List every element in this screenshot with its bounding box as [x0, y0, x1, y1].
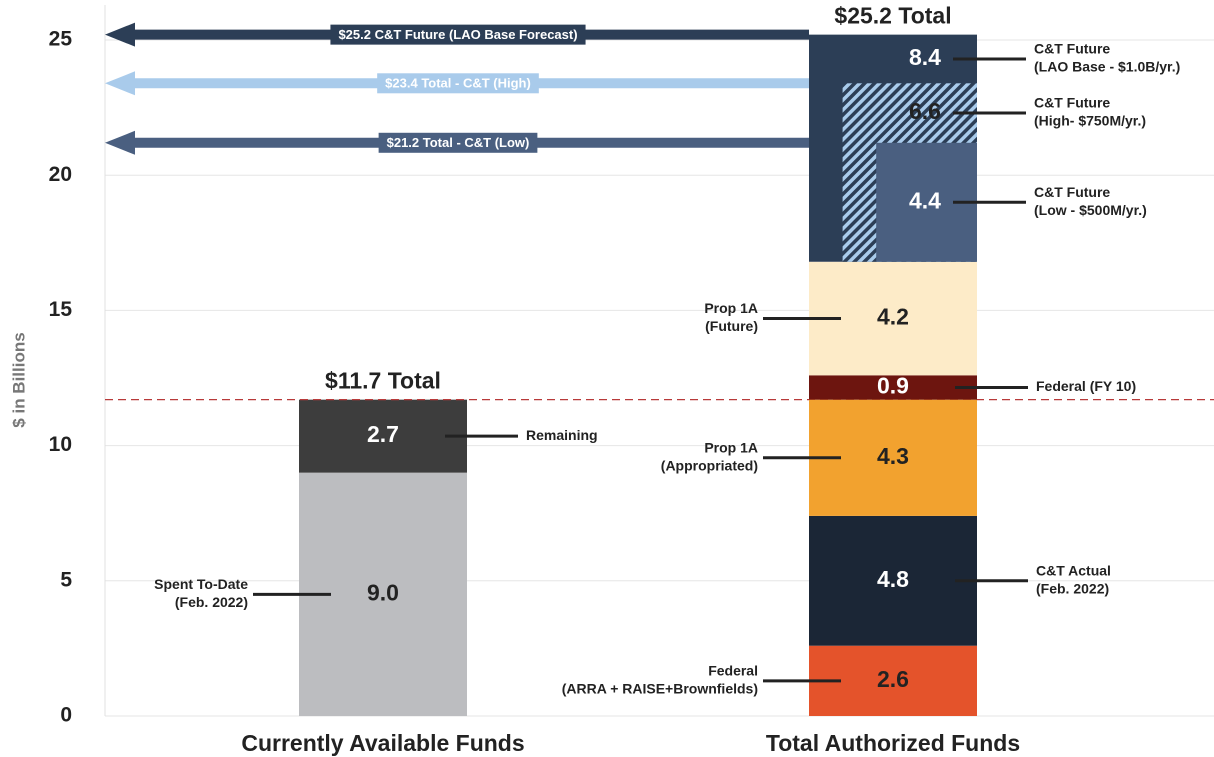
y-tick-label: 0	[60, 704, 72, 727]
bar-segment	[809, 375, 977, 400]
total-label: $11.7 Total	[325, 368, 441, 394]
bar-segment	[809, 515, 977, 646]
reference-label-box	[378, 132, 538, 153]
segment-name: Federal (FY 10)	[1036, 378, 1136, 394]
segment-name: C&T Future	[1034, 41, 1110, 57]
segment-name: (High- $750M/yr.)	[1034, 113, 1146, 129]
bar-segment	[299, 399, 467, 473]
segment-name: (ARRA + RAISE+Brownfields)	[562, 681, 758, 697]
segment-name: (Feb. 2022)	[1036, 581, 1109, 597]
segment-name: (LAO Base - $1.0B/yr.)	[1034, 59, 1180, 75]
value-label: 4.8	[877, 566, 909, 592]
segment-name: (Future)	[705, 318, 758, 334]
segment-name: Federal	[708, 663, 758, 679]
segment-name: C&T Future	[1034, 95, 1110, 111]
segment-name: C&T Future	[1034, 184, 1110, 200]
reference-label: $21.2 Total - C&T (Low)	[378, 132, 538, 153]
segment-name: Remaining	[526, 427, 598, 443]
value-label: 4.2	[877, 304, 909, 330]
y-axis-label: $ in Billions	[9, 332, 28, 427]
reference-label: $23.4 Total - C&T (High)	[377, 73, 539, 94]
reference-label-box	[377, 73, 539, 94]
value-label: 0.9	[877, 373, 909, 399]
segment-name: Prop 1A	[704, 439, 758, 455]
y-tick-label: 25	[49, 28, 73, 51]
value-label: 4.3	[877, 443, 909, 469]
reference-label: $25.2 C&T Future (LAO Base Forecast)	[330, 24, 586, 45]
segment-name: Prop 1A	[704, 300, 758, 316]
y-tick-label: 5	[60, 568, 72, 591]
segment-name: (Appropriated)	[661, 457, 758, 473]
y-tick-label: 20	[49, 163, 72, 186]
y-tick-label: 15	[49, 298, 73, 321]
value-label: 2.7	[367, 421, 399, 447]
segment-name: (Low - $500M/yr.)	[1034, 202, 1147, 218]
x-tick-label: Currently Available Funds	[241, 730, 524, 756]
reference-label-box	[330, 24, 586, 45]
reference-label-text: $21.2 Total - C&T (Low)	[387, 135, 530, 150]
segment-name: Spent To-Date	[154, 576, 248, 592]
reference-label-text: $23.4 Total - C&T (High)	[385, 76, 531, 91]
value-label: 8.4	[909, 44, 941, 70]
value-label: 2.6	[877, 666, 909, 692]
x-tick-label: Total Authorized Funds	[766, 730, 1020, 756]
value-label: 9.0	[367, 579, 399, 605]
total-label: $25.2 Total	[834, 3, 951, 29]
value-label: 6.6	[909, 98, 941, 124]
reference-label-text: $25.2 C&T Future (LAO Base Forecast)	[338, 27, 577, 42]
value-label: 4.4	[909, 187, 941, 213]
segment-name: (Feb. 2022)	[175, 594, 248, 610]
y-tick-label: 10	[49, 433, 72, 456]
segment-name: C&T Actual	[1036, 563, 1111, 579]
